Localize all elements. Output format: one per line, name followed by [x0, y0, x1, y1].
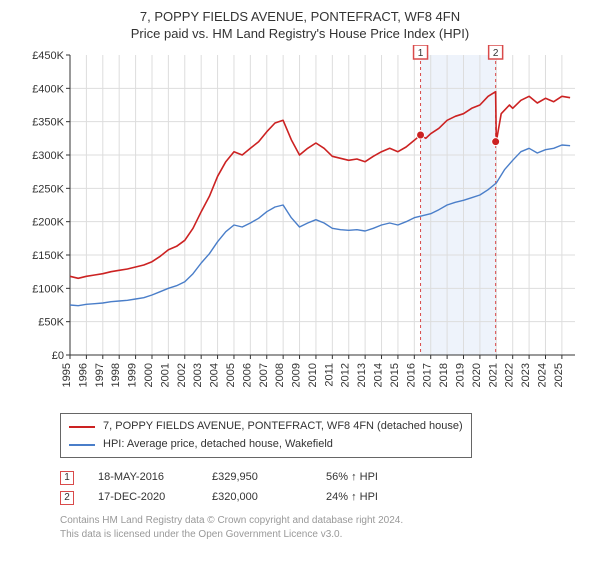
svg-text:£450K: £450K: [32, 50, 64, 62]
legend-label: HPI: Average price, detached house, Wake…: [103, 436, 333, 454]
legend-item: HPI: Average price, detached house, Wake…: [69, 436, 463, 454]
svg-text:£150K: £150K: [32, 250, 64, 262]
svg-text:£50K: £50K: [38, 317, 64, 329]
footer-line2: This data is licensed under the Open Gov…: [60, 528, 560, 542]
svg-text:2015: 2015: [389, 363, 401, 387]
sale-price: £320,000: [212, 488, 302, 508]
svg-text:2023: 2023: [520, 363, 532, 387]
sales-table: 1 18-MAY-2016 £329,950 56% ↑ HPI 2 17-DEC-202…: [60, 468, 560, 508]
sale-row: 2 17-DEC-2020 £320,000 24% ↑ HPI: [60, 488, 560, 508]
chart-title-line1: 7, POPPY FIELDS AVENUE, PONTEFRACT, WF8 …: [0, 8, 600, 26]
svg-text:2019: 2019: [455, 363, 467, 387]
svg-text:2007: 2007: [258, 363, 270, 387]
svg-text:2005: 2005: [225, 363, 237, 387]
svg-text:1999: 1999: [127, 363, 139, 387]
svg-text:2021: 2021: [487, 363, 499, 387]
footer-line1: Contains HM Land Registry data © Crown c…: [60, 514, 560, 528]
svg-text:2003: 2003: [192, 363, 204, 387]
svg-text:£250K: £250K: [32, 184, 64, 196]
svg-text:2025: 2025: [553, 363, 565, 387]
svg-text:2001: 2001: [159, 363, 171, 387]
legend-item: 7, POPPY FIELDS AVENUE, PONTEFRACT, WF8 …: [69, 418, 463, 436]
svg-text:2004: 2004: [209, 363, 221, 387]
svg-text:1998: 1998: [110, 363, 122, 387]
svg-text:2: 2: [493, 48, 499, 59]
svg-text:2022: 2022: [504, 363, 516, 387]
chart-area: £0 £50K £100K £150K £200K £250K £300K £350K £400…: [20, 45, 580, 405]
legend: 7, POPPY FIELDS AVENUE, PONTEFRACT, WF8 …: [60, 413, 472, 458]
svg-text:2009: 2009: [291, 363, 303, 387]
sale-pct: 24% ↑ HPI: [326, 488, 416, 508]
svg-text:£100K: £100K: [32, 284, 64, 296]
svg-text:£0: £0: [52, 350, 64, 362]
sale-marker: 2: [60, 491, 74, 505]
svg-text:2012: 2012: [340, 363, 352, 387]
svg-text:2016: 2016: [405, 363, 417, 387]
svg-text:2018: 2018: [438, 363, 450, 387]
svg-text:2011: 2011: [323, 363, 335, 387]
svg-text:£200K: £200K: [32, 217, 64, 229]
footer-attribution: Contains HM Land Registry data © Crown c…: [60, 514, 560, 542]
svg-text:2002: 2002: [176, 363, 188, 387]
sale-pct: 56% ↑ HPI: [326, 468, 416, 488]
sale-date: 18-MAY-2016: [98, 468, 188, 488]
sale-price: £329,950: [212, 468, 302, 488]
svg-text:£300K: £300K: [32, 150, 64, 162]
line-chart-svg: £0 £50K £100K £150K £200K £250K £300K £350K £400…: [20, 45, 580, 405]
svg-text:2024: 2024: [536, 363, 548, 387]
legend-label: 7, POPPY FIELDS AVENUE, PONTEFRACT, WF8 …: [103, 418, 463, 436]
svg-text:2014: 2014: [373, 363, 385, 387]
svg-text:£350K: £350K: [32, 117, 64, 129]
svg-text:2000: 2000: [143, 363, 155, 387]
svg-text:2020: 2020: [471, 363, 483, 387]
svg-text:2006: 2006: [241, 363, 253, 387]
svg-text:2010: 2010: [307, 363, 319, 387]
legend-swatch: [69, 444, 95, 446]
svg-text:1: 1: [418, 48, 424, 59]
svg-text:1995: 1995: [61, 363, 73, 387]
svg-text:2017: 2017: [422, 363, 434, 387]
svg-text:1996: 1996: [77, 363, 89, 387]
svg-text:2008: 2008: [274, 363, 286, 387]
sale-row: 1 18-MAY-2016 £329,950 56% ↑ HPI: [60, 468, 560, 488]
sale-marker: 1: [60, 471, 74, 485]
svg-text:2013: 2013: [356, 363, 368, 387]
sale-date: 17-DEC-2020: [98, 488, 188, 508]
svg-text:£400K: £400K: [32, 84, 64, 96]
legend-swatch: [69, 426, 95, 428]
svg-text:1997: 1997: [94, 363, 106, 387]
chart-title-line2: Price paid vs. HM Land Registry's House …: [0, 26, 600, 41]
